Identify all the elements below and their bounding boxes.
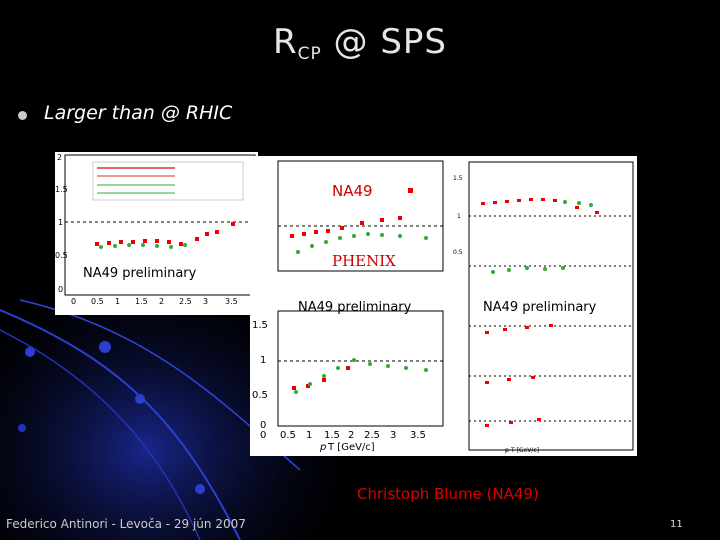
prelim-mid-label: NA49 preliminary (298, 300, 412, 315)
svg-text:2.5: 2.5 (179, 297, 192, 306)
prelim-left-label: NA49 preliminary (83, 266, 197, 281)
svg-text:2: 2 (348, 430, 354, 441)
credit-text: Christoph Blume (NA49) (357, 485, 539, 503)
svg-text:0: 0 (71, 297, 76, 306)
plot-left-graphic: 2 1.5 1 0.5 0 0 0.5 1 1.5 2 2.5 3 3.5 (55, 153, 256, 306)
svg-text:0.5: 0.5 (252, 390, 268, 401)
bullet-dot (18, 111, 27, 120)
svg-text:3.5: 3.5 (225, 297, 238, 306)
page-number: 11 (670, 519, 683, 530)
svg-text:1: 1 (306, 430, 312, 441)
footer-text: Federico Antinori - Levoča - 29 jún 2007 (6, 517, 246, 531)
svg-text:p: p (505, 447, 509, 454)
svg-text:3.5: 3.5 (410, 430, 426, 441)
svg-text:0.5: 0.5 (91, 297, 104, 306)
bullet-text: Larger than @ RHIC (44, 102, 233, 124)
svg-text:0: 0 (260, 430, 266, 441)
na49-red-label: NA49 (332, 182, 373, 200)
svg-text:0.5: 0.5 (453, 249, 463, 256)
svg-text:1: 1 (457, 213, 461, 220)
svg-text:3: 3 (203, 297, 208, 306)
svg-text:1.5: 1.5 (453, 175, 463, 182)
svg-text:1.5: 1.5 (55, 185, 68, 194)
svg-text:2.5: 2.5 (364, 430, 380, 441)
svg-text:1: 1 (58, 218, 63, 227)
svg-text:2: 2 (159, 297, 164, 306)
svg-text:2: 2 (57, 153, 62, 162)
svg-text:3: 3 (390, 430, 396, 441)
svg-text:1.5: 1.5 (252, 320, 268, 331)
svg-text:1: 1 (260, 355, 266, 366)
svg-text:p: p (319, 442, 326, 453)
plot-left: 2 1.5 1 0.5 0 0 0.5 1 1.5 2 2.5 3 3.5 NA49 preli… (55, 152, 258, 315)
svg-text:1: 1 (115, 297, 120, 306)
prelim-right-label: NA49 preliminary (483, 300, 597, 315)
svg-text:0: 0 (260, 420, 266, 431)
svg-text:0.5: 0.5 (280, 430, 296, 441)
svg-text:0.5: 0.5 (55, 251, 68, 260)
svg-text:0: 0 (58, 285, 63, 294)
svg-text:1.5: 1.5 (324, 430, 340, 441)
phenix-label: PHENIX (332, 252, 396, 270)
svg-text:T [GeV/c]: T [GeV/c] (327, 442, 375, 453)
slide-title: RCP @ SPS (272, 22, 448, 64)
svg-text:T [GeV/c]: T [GeV/c] (510, 447, 539, 454)
svg-text:1.5: 1.5 (135, 297, 148, 306)
